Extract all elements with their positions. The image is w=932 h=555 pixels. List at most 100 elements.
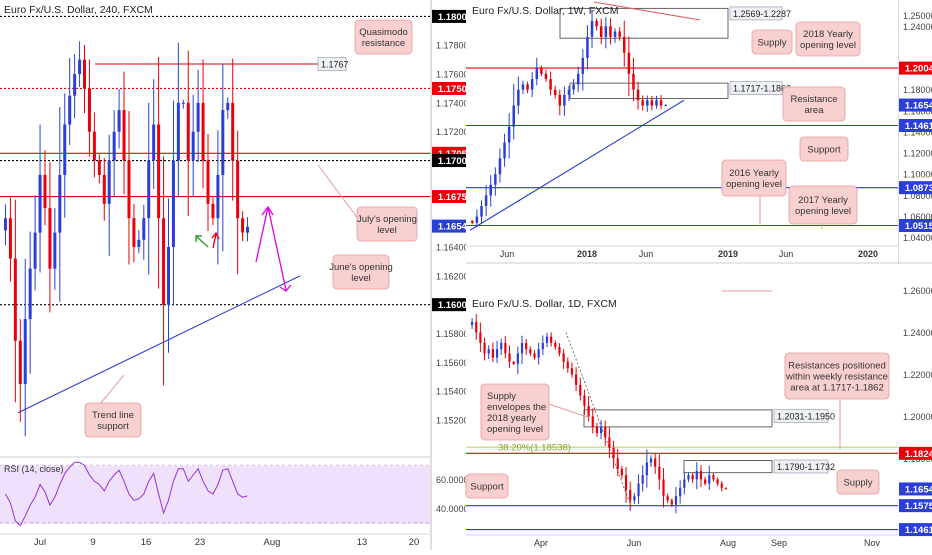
h4-candle: [231, 102, 235, 161]
h4-candle: [211, 203, 215, 219]
daily-price-label: 1.14610: [899, 523, 932, 537]
daily-y-tick: 1.22000: [903, 370, 932, 380]
y-tick-label: 1.15400: [436, 387, 469, 397]
daily-y-tick: 1.24000: [903, 328, 932, 338]
quasimodo-callout-text: Quasimodo: [359, 27, 408, 38]
w1-candle: [512, 105, 515, 127]
d1-candle: [566, 361, 569, 369]
w1-candle: [567, 89, 571, 95]
weekly-y-tick: 1.06000: [903, 212, 932, 222]
weekly-support-callout: Support: [799, 136, 849, 162]
h4-candle: [53, 232, 57, 269]
daily-price-label-bg: [899, 482, 932, 496]
panel-daily-title: Euro Fx/U.S. Dollar, 1D, FXCM: [472, 298, 617, 310]
d1-candle: [579, 384, 582, 396]
w1-candle: [480, 205, 483, 217]
axis-sep: [430, 0, 432, 550]
h4-candle: [246, 226, 250, 233]
rsi-tick: 40.0000: [436, 504, 469, 514]
d1-candle: [720, 483, 723, 488]
w1-candle: [650, 100, 654, 106]
weekly-x-tick: Jun: [500, 249, 515, 259]
weekly-x-tick: 2020: [858, 249, 878, 259]
fib-label: 38.20%(1.18538): [498, 443, 571, 454]
x-tick-label: 23: [195, 537, 206, 548]
daily-zone-label-text: 1.1790-1.1732: [777, 462, 835, 472]
daily-supply-callout: Supply: [836, 469, 880, 495]
w1-candle: [489, 184, 492, 196]
d1-candle: [487, 349, 490, 354]
daily-x-tick: Aug: [720, 538, 736, 548]
daily-support-callout-box: [465, 473, 509, 499]
yearly-2017-callout-box: [788, 185, 858, 225]
h4-candle: [28, 268, 32, 320]
daily-diagonal: [565, 332, 633, 509]
x-tick-label: Aug: [264, 537, 281, 548]
weekly-price-label-text: 1.16545: [905, 101, 932, 112]
quasimodo-callout-box: [354, 19, 413, 55]
red-arrow: [212, 233, 217, 249]
resistances-callout-box: [784, 352, 890, 400]
h4-candle: [221, 110, 225, 175]
weekly-price-label: 1.16545: [899, 98, 932, 112]
weekly-supply-callout-box: [751, 29, 793, 55]
d1-candle: [708, 475, 711, 484]
yearly-2016-callout-box: [721, 159, 787, 197]
d1-candle: [629, 489, 632, 501]
daily-x-tick: Sep: [771, 538, 787, 548]
d1-candle: [508, 353, 511, 362]
h4-candle: [92, 131, 96, 161]
weekly-zone: [559, 7, 729, 39]
h4-candle: [63, 124, 67, 175]
h4-candle: [181, 102, 185, 104]
julys-opening-callout-text: level: [377, 225, 397, 236]
y-tick-label: 1.17800: [436, 41, 469, 51]
h4-candle: [162, 218, 166, 305]
d1-candle: [620, 468, 623, 476]
projection-arrowhead-up: [261, 205, 274, 216]
d1-candle: [616, 458, 619, 469]
weekly-price-label-text: 1.14610: [905, 121, 932, 132]
d1-candle: [583, 395, 586, 406]
h4-candle: [107, 160, 111, 204]
d1-candle: [683, 479, 686, 488]
w1-candle: [540, 68, 543, 74]
daily-price-label-bg: [899, 446, 932, 460]
daily-price-label: 1.15750: [899, 499, 932, 513]
h4-candle: [241, 218, 245, 233]
y-tick-label: 1.15200: [436, 415, 469, 425]
w1-candle: [549, 79, 552, 90]
weekly-y-tick: 1.18000: [903, 85, 932, 95]
d1-candle: [470, 321, 474, 326]
h4-candle: [38, 174, 42, 233]
daily-zone-label-bg: [773, 459, 829, 474]
d1-candle: [624, 475, 628, 490]
price-label-text: 1.16545: [438, 222, 473, 233]
w1-candle: [632, 73, 635, 90]
rsi-band: [0, 466, 430, 524]
h4-candle: [142, 218, 146, 240]
rsi-tick: 60.0000: [436, 475, 469, 485]
weekly-zone-label-bg: [729, 6, 783, 21]
d1-candle: [637, 483, 640, 497]
weekly-support-callout-box: [799, 136, 849, 162]
h4-candle: [137, 239, 141, 248]
qm-level-label-text: 1.1767: [321, 59, 349, 69]
h4-candle: [226, 102, 230, 111]
daily-supply-envelope-callout-box: [480, 383, 550, 441]
d1-candle: [495, 349, 499, 358]
d1-candle: [479, 332, 482, 343]
daily-supply-envelope-callout-text: envelopes the: [487, 402, 546, 413]
w1-candle: [494, 174, 497, 185]
h4-candle: [112, 131, 116, 161]
w1-candle: [636, 89, 640, 101]
d1-candle: [608, 437, 611, 448]
daily-price-label-text: 1.14610: [905, 525, 932, 536]
y-tick-label: 1.16400: [436, 243, 469, 253]
trend-line: [17, 275, 301, 414]
daily-supply-callout-box: [836, 469, 880, 495]
h4-candle: [33, 232, 37, 269]
